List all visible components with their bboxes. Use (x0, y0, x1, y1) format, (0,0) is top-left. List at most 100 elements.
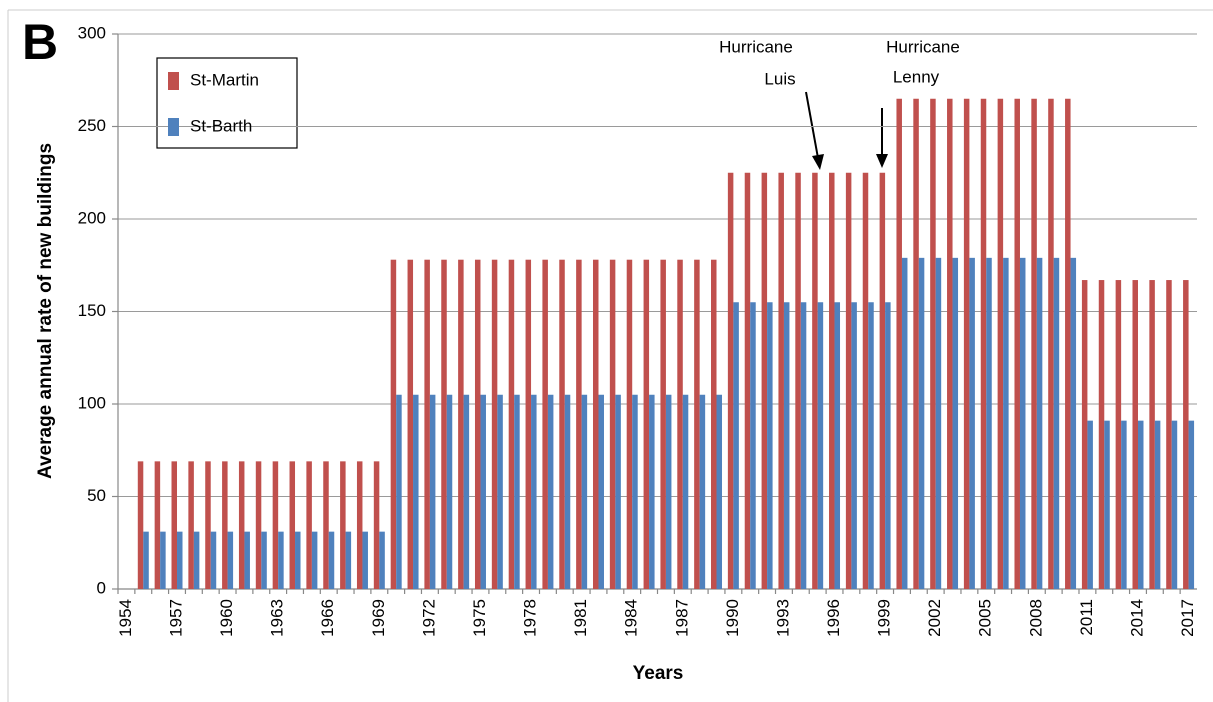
bar (885, 302, 891, 589)
legend-box (156, 57, 298, 149)
bar (879, 172, 886, 589)
y-tick-label: 300 (78, 23, 106, 42)
bar (458, 259, 464, 589)
bar (901, 257, 908, 589)
bar (497, 394, 503, 589)
bar (711, 259, 717, 589)
x-tick-label: 2005 (976, 599, 995, 637)
bar (525, 259, 532, 589)
bar (373, 461, 380, 589)
x-tick-label: 1963 (268, 599, 287, 637)
bar (193, 531, 200, 589)
bar (345, 531, 352, 589)
bar (1081, 280, 1088, 589)
bar (177, 531, 183, 589)
x-tick-label: 1966 (318, 599, 337, 637)
bar (160, 531, 166, 589)
bar (733, 302, 739, 589)
bar (222, 461, 228, 589)
bar (963, 98, 970, 589)
x-tick-label: 1960 (217, 599, 236, 637)
bar (677, 259, 683, 589)
bar (969, 257, 975, 589)
bar (626, 259, 633, 589)
x-tick-label: 1969 (369, 599, 388, 637)
x-tick-label: 1993 (773, 599, 792, 637)
bar (278, 531, 284, 589)
bar (834, 302, 841, 589)
bar (311, 531, 318, 589)
bar (379, 531, 385, 589)
bar (598, 394, 604, 589)
bar (699, 394, 706, 589)
bar (615, 394, 621, 589)
bar (564, 394, 571, 589)
bar (1065, 98, 1071, 589)
bar (997, 98, 1004, 589)
x-tick-label: 2014 (1127, 599, 1146, 637)
bar (1104, 420, 1110, 589)
bar (362, 531, 368, 589)
legend-swatch (168, 72, 179, 90)
bar (649, 394, 655, 589)
bar (1154, 420, 1161, 589)
y-tick-label: 250 (78, 116, 106, 135)
x-axis-title: Years (633, 663, 684, 684)
bar (261, 531, 267, 589)
bar (289, 461, 296, 589)
bar (783, 302, 790, 589)
x-tick-label: 1996 (824, 599, 843, 637)
x-tick-label: 1984 (622, 599, 641, 637)
bar (491, 259, 498, 589)
bar (632, 394, 638, 589)
bar (609, 259, 616, 589)
annotation-arrowhead (876, 154, 888, 168)
bar (1149, 280, 1155, 589)
bar (306, 461, 312, 589)
annotation-arrowhead (812, 154, 824, 170)
x-tick-label: 1990 (723, 599, 742, 637)
bar (1171, 420, 1178, 589)
bar (845, 172, 852, 589)
bar (407, 259, 414, 589)
bar (986, 257, 992, 589)
panel-label: B (22, 14, 58, 70)
bar (868, 302, 874, 589)
y-axis-title: Average annual rate of new buildings (35, 143, 56, 479)
x-tick-label: 2008 (1026, 599, 1045, 637)
y-tick-label: 200 (78, 208, 106, 227)
bar (531, 394, 537, 589)
x-tick-label: 1987 (672, 599, 691, 637)
bar (340, 461, 346, 589)
bar (665, 394, 672, 589)
bar (817, 302, 824, 589)
y-tick-label: 100 (78, 393, 106, 412)
bar (682, 394, 689, 589)
bar (1137, 420, 1144, 589)
y-tick-label: 50 (87, 486, 106, 505)
bar (480, 394, 486, 589)
bar (829, 172, 835, 589)
bar (1014, 98, 1020, 589)
legend-label: St-Martin (190, 70, 259, 89)
bar (930, 98, 936, 589)
bar (1098, 280, 1105, 589)
x-tick-label: 2017 (1178, 599, 1197, 637)
legend-label: St-Barth (190, 116, 252, 135)
bar (576, 259, 582, 589)
bar (474, 259, 481, 589)
bar (918, 257, 925, 589)
bar (592, 259, 599, 589)
bar (1070, 257, 1077, 589)
bar (137, 461, 144, 589)
bar (1087, 420, 1093, 589)
bar (744, 172, 751, 589)
bar (694, 259, 700, 589)
bar (238, 461, 245, 589)
bar (143, 531, 149, 589)
x-tick-label: 1957 (166, 599, 185, 637)
annotation: Hurricane (886, 37, 960, 56)
bar (441, 259, 447, 589)
bar (935, 257, 942, 589)
